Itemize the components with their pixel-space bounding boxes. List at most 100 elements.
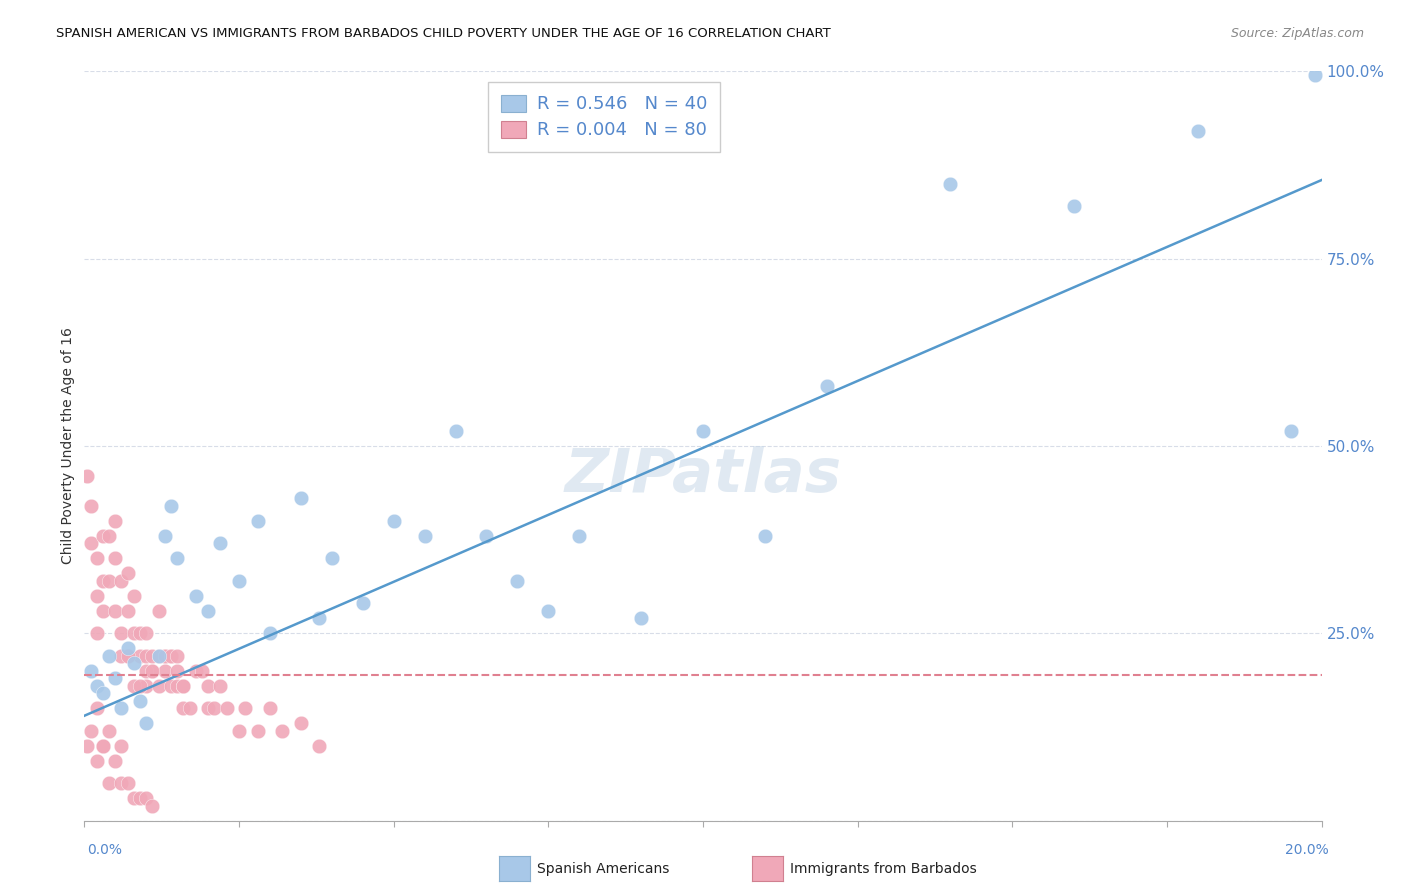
Point [135,664,157,678]
Point [179,701,201,715]
Point [148,604,170,618]
Point [122,679,145,693]
Text: 0.0%: 0.0% [87,843,122,857]
Point [197,701,219,715]
Legend: R = 0.546   N = 40, R = 0.004   N = 80: R = 0.546 N = 40, R = 0.004 N = 80 [488,82,720,152]
Point [91,686,114,700]
Point [815,379,838,393]
Point [233,701,256,715]
Point [91,529,114,543]
Point [475,529,498,543]
Text: SPANISH AMERICAN VS IMMIGRANTS FROM BARBADOS CHILD POVERTY UNDER THE AGE OF 16 C: SPANISH AMERICAN VS IMMIGRANTS FROM BARB… [56,27,831,40]
Point [209,679,232,693]
Point [160,648,183,663]
Point [352,596,374,610]
Point [259,701,281,715]
Point [117,641,139,656]
Point [110,739,132,753]
Point [166,551,188,566]
Point [166,664,188,678]
Point [444,424,467,438]
Point [202,701,225,715]
Point [148,648,170,663]
Point [135,716,157,731]
Point [308,611,330,625]
Point [191,664,214,678]
Text: Immigrants from Barbados: Immigrants from Barbados [790,862,977,876]
Point [141,664,163,678]
Point [184,664,207,678]
Point [197,604,219,618]
Point [172,679,194,693]
Point [117,604,139,618]
Point [135,648,157,663]
Point [197,679,219,693]
Point [86,551,108,566]
Point [86,679,108,693]
Point [135,791,157,805]
Point [153,648,176,663]
Point [209,536,232,550]
Point [110,776,132,790]
Point [166,679,188,693]
Y-axis label: Child Poverty Under the Age of 16: Child Poverty Under the Age of 16 [62,327,76,565]
Point [160,499,183,513]
Point [104,551,127,566]
Text: ZIPatlas: ZIPatlas [564,447,842,506]
Point [98,529,121,543]
Point [1279,424,1302,438]
Point [413,529,436,543]
Point [79,723,101,738]
Point [148,679,170,693]
Point [135,679,157,693]
Point [754,529,776,543]
Point [91,739,114,753]
Point [135,626,157,640]
Point [79,499,101,513]
Point [321,551,343,566]
Point [86,589,108,603]
Point [91,604,114,618]
Point [129,648,152,663]
Point [160,679,183,693]
Text: Source: ZipAtlas.com: Source: ZipAtlas.com [1230,27,1364,40]
Point [141,664,163,678]
Point [382,514,405,528]
Point [122,657,145,671]
Point [91,739,114,753]
Point [246,723,269,738]
Point [91,574,114,588]
Point [153,529,176,543]
Point [117,776,139,790]
Point [228,574,250,588]
Point [104,604,127,618]
Point [141,648,163,663]
Point [172,701,194,715]
Point [537,604,560,618]
Point [166,648,188,663]
Point [172,679,194,693]
Text: Spanish Americans: Spanish Americans [537,862,669,876]
Text: 20.0%: 20.0% [1285,843,1329,857]
Point [76,469,98,483]
Point [246,514,269,528]
Point [308,739,330,753]
Point [98,574,121,588]
Point [98,648,121,663]
Point [1063,199,1085,213]
Point [122,589,145,603]
Point [104,754,127,768]
Point [98,723,121,738]
Point [86,701,108,715]
Point [215,701,238,715]
Point [129,679,152,693]
Point [290,716,312,731]
Point [148,648,170,663]
Point [86,626,108,640]
Point [153,648,176,663]
Point [104,514,127,528]
Point [110,701,132,715]
Point [79,536,101,550]
Point [568,529,591,543]
Point [110,574,132,588]
